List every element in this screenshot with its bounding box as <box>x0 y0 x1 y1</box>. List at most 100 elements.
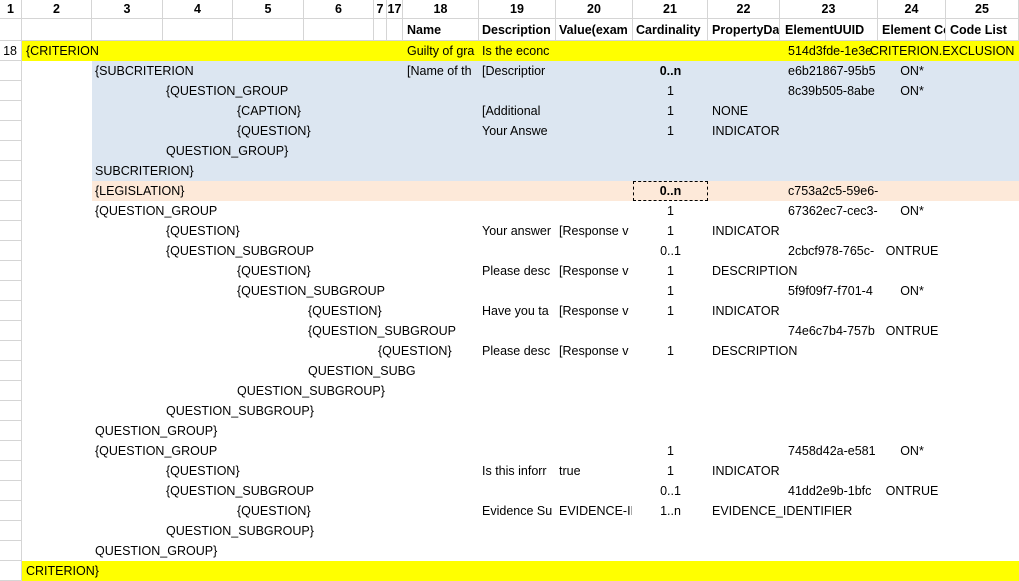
cell-element-uuid[interactable]: 5f9f09f7-f701-4 <box>788 284 873 298</box>
cell-element-code[interactable]: ONTRUE <box>885 324 939 338</box>
cell-element-code[interactable]: ON* <box>900 204 924 218</box>
row-index-cell[interactable] <box>0 201 22 221</box>
row-index-cell[interactable] <box>0 501 22 521</box>
row-index-cell[interactable] <box>0 361 22 381</box>
row-index-cell[interactable]: 18 <box>0 41 22 61</box>
cell-structure-marker[interactable]: QUESTION_SUBG <box>308 364 416 378</box>
row-index-cell[interactable] <box>0 561 22 581</box>
header-cardinality[interactable]: Cardinality <box>636 23 701 37</box>
cell-cardinality[interactable]: 0..1 <box>660 484 681 498</box>
cell-structure-marker[interactable]: {QUESTION} <box>308 304 382 318</box>
cell-structure-marker[interactable]: QUESTION_GROUP} <box>95 544 218 558</box>
header-name[interactable]: Name <box>407 23 442 37</box>
cell-value[interactable]: true <box>559 464 581 478</box>
column-number-cell[interactable]: 7 <box>374 0 387 19</box>
row-index-cell[interactable] <box>0 321 22 341</box>
header-grid-cell[interactable] <box>387 19 403 41</box>
column-number-cell[interactable]: 2 <box>22 0 92 19</box>
cell-element-uuid[interactable]: e6b21867-95b5 <box>788 64 876 78</box>
header-element-uuid[interactable]: ElementUUID <box>785 23 865 37</box>
cell-element-code[interactable]: CRITERION.EXCLUSION <box>870 44 1015 58</box>
cell-cardinality[interactable]: 1 <box>667 224 674 238</box>
cell-structure-marker[interactable]: {QUESTION_SUBGROUP <box>166 244 314 258</box>
row-index-cell[interactable] <box>0 341 22 361</box>
column-number-cell[interactable]: 21 <box>633 0 708 19</box>
cell-cardinality[interactable]: 1 <box>667 104 674 118</box>
header-grid-cell[interactable] <box>22 19 92 41</box>
cell-description[interactable]: Is the econc <box>482 44 550 58</box>
cell-structure-marker[interactable]: {QUESTION} <box>237 124 311 138</box>
column-number-cell[interactable]: 22 <box>708 0 780 19</box>
cell-value[interactable]: [Response v <box>559 344 629 358</box>
row-index-cell[interactable] <box>0 261 22 281</box>
cell-element-uuid[interactable]: 74e6c7b4-757b <box>788 324 875 338</box>
column-number-cell[interactable]: 23 <box>780 0 878 19</box>
cell-description[interactable]: Please desc <box>482 344 551 358</box>
cell-structure-marker[interactable]: {QUESTION_GROUP <box>95 204 218 218</box>
header-code-list[interactable]: Code List <box>950 23 1007 37</box>
cell-structure-marker[interactable]: CRITERION} <box>26 564 99 578</box>
cell-element-code[interactable]: ONTRUE <box>885 244 939 258</box>
cell-element-uuid[interactable]: 7458d42a-e581 <box>788 444 876 458</box>
header-grid-cell[interactable] <box>479 19 556 41</box>
header-grid-cell[interactable] <box>163 19 233 41</box>
cell-cardinality[interactable]: 1 <box>667 84 674 98</box>
cell-description[interactable]: Please desc <box>482 264 551 278</box>
cell-cardinality[interactable]: 1 <box>667 304 674 318</box>
cell-description[interactable]: [Descriptior <box>482 64 546 78</box>
cell-name[interactable]: Guilty of gra <box>407 44 475 58</box>
cell-property-data-type[interactable]: DESCRIPTION <box>712 344 798 358</box>
header-element-code[interactable]: Element Co <box>882 23 945 37</box>
header-grid-cell[interactable] <box>878 19 946 41</box>
cell-cardinality[interactable]: 1 <box>667 464 674 478</box>
cell-structure-marker[interactable]: {SUBCRITERION <box>95 64 194 78</box>
cell-structure-marker[interactable]: {QUESTION_GROUP <box>95 444 218 458</box>
cell-property-data-type[interactable]: EVIDENCE_IDENTIFIER <box>712 504 853 518</box>
column-number-cell[interactable]: 20 <box>556 0 633 19</box>
cell-property-data-type[interactable]: INDICATOR <box>712 304 780 318</box>
cell-structure-marker[interactable]: {QUESTION} <box>166 464 240 478</box>
cell-element-code[interactable]: ONTRUE <box>885 484 939 498</box>
row-index-cell[interactable] <box>0 221 22 241</box>
cell-element-uuid[interactable]: 41dd2e9b-1bfc <box>788 484 872 498</box>
cell-name[interactable]: [Name of th <box>407 64 472 78</box>
cell-structure-marker[interactable]: {QUESTION} <box>237 504 311 518</box>
row-index-cell[interactable] <box>0 281 22 301</box>
cell-structure-marker[interactable]: {QUESTION_SUBGROUP <box>166 484 314 498</box>
row-index-cell[interactable] <box>0 121 22 141</box>
cell-structure-marker[interactable]: {CAPTION} <box>237 104 301 118</box>
cell-description[interactable]: Have you ta <box>482 304 549 318</box>
cell-cardinality[interactable]: 1 <box>667 444 674 458</box>
column-number-cell[interactable]: 18 <box>403 0 479 19</box>
cell-element-uuid[interactable]: 8c39b505-8abe <box>788 84 875 98</box>
cell-property-data-type[interactable]: DESCRIPTION <box>712 264 798 278</box>
row-index-cell[interactable] <box>0 461 22 481</box>
cell-structure-marker[interactable]: QUESTION_SUBGROUP} <box>166 404 314 418</box>
cell-property-data-type[interactable]: INDICATOR <box>712 124 780 138</box>
row-index-cell[interactable] <box>0 541 22 561</box>
cell-element-code[interactable]: ON* <box>900 64 924 78</box>
header-grid-cell[interactable] <box>233 19 304 41</box>
cell-structure-marker[interactable]: SUBCRITERION} <box>95 164 194 178</box>
column-number-cell[interactable]: 19 <box>479 0 556 19</box>
cell-structure-marker[interactable]: {QUESTION} <box>237 264 311 278</box>
cell-structure-marker[interactable]: QUESTION_GROUP} <box>95 424 218 438</box>
cell-property-data-type[interactable]: INDICATOR <box>712 464 780 478</box>
cell-element-uuid[interactable]: c753a2c5-59e6- <box>788 184 879 198</box>
row-index-cell[interactable] <box>0 441 22 461</box>
cell-structure-marker[interactable]: QUESTION_SUBGROUP} <box>166 524 314 538</box>
cell-cardinality[interactable]: 1 <box>667 344 674 358</box>
column-number-cell[interactable]: 17 <box>387 0 403 19</box>
cell-structure-marker[interactable]: QUESTION_GROUP} <box>166 144 289 158</box>
cell-structure-marker[interactable]: {QUESTION_GROUP <box>166 84 289 98</box>
cell-description[interactable]: Your Answe <box>482 124 548 138</box>
column-number-cell[interactable]: 24 <box>878 0 946 19</box>
header-grid-cell[interactable] <box>633 19 708 41</box>
cell-structure-marker[interactable]: {QUESTION} <box>378 344 452 358</box>
row-index-cell[interactable] <box>0 421 22 441</box>
column-number-cell[interactable]: 25 <box>946 0 1019 19</box>
row-index-cell[interactable] <box>0 141 22 161</box>
row-index-cell[interactable] <box>0 241 22 261</box>
cell-cardinality-copy-marquee[interactable]: 0..n <box>633 181 708 201</box>
cell-element-code[interactable]: ON* <box>900 284 924 298</box>
